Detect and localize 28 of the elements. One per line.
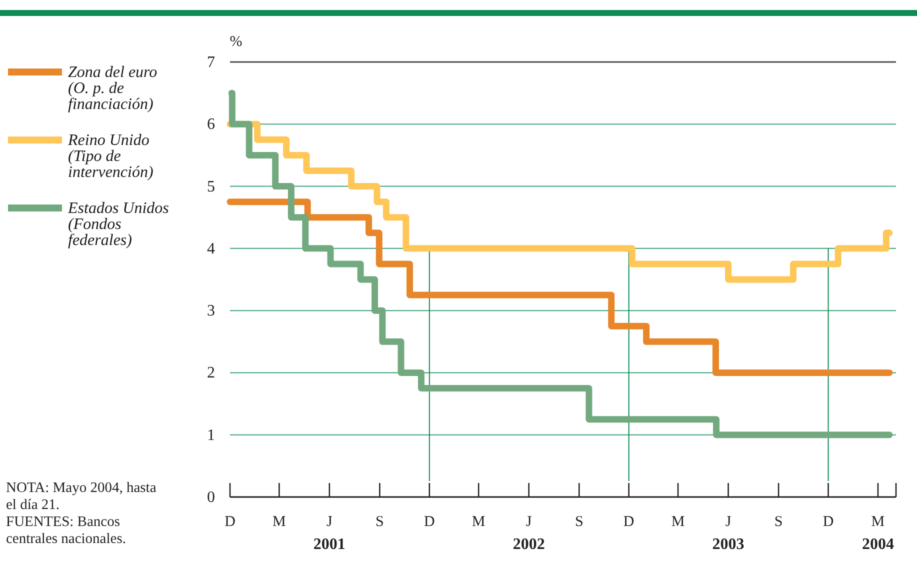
x-tick-label: J 2003 [712,514,744,553]
x-tick-label: M 2004 [862,514,894,553]
source-note: FUENTES: Bancos centrales nacionales. [6,514,126,547]
x-tick-label: J 2001 [313,514,346,553]
y-tick-label: 2 [207,364,215,382]
x-tick-label: D [224,514,236,530]
x-tick-label: D [822,514,834,530]
legend-label: Estados Unidos (Fondos federales) [67,200,169,249]
x-tick-label: M [472,514,486,530]
x-tick-label: S [574,514,584,530]
y-tick-label: 3 [207,302,215,320]
x-tick-label: J 2002 [512,514,545,553]
y-tick-label: 7 [207,54,215,71]
y-tick-label: 4 [207,240,215,258]
y-tick-label: 5 [207,178,215,196]
y-tick-label: 0 [207,489,215,506]
text: NOTA: Mayo 2004, hasta el día 21. [6,480,157,513]
y-tick-label: 6 [207,116,215,134]
x-tick-label: S [774,514,783,530]
legend-label: Reino Unido (Tipo de intervención) [67,132,154,181]
x-tick-label: S [376,514,384,530]
x-tick-label: D [424,514,435,530]
legend-label: Zona del euro (O. p. de financiación) [68,64,158,113]
x-tick-label: M [272,514,286,530]
x-tick-label: M [671,514,685,530]
x-tick-label: D [623,514,634,530]
y-tick-label: 1 [207,426,215,444]
y-axis-title: % [230,34,242,50]
